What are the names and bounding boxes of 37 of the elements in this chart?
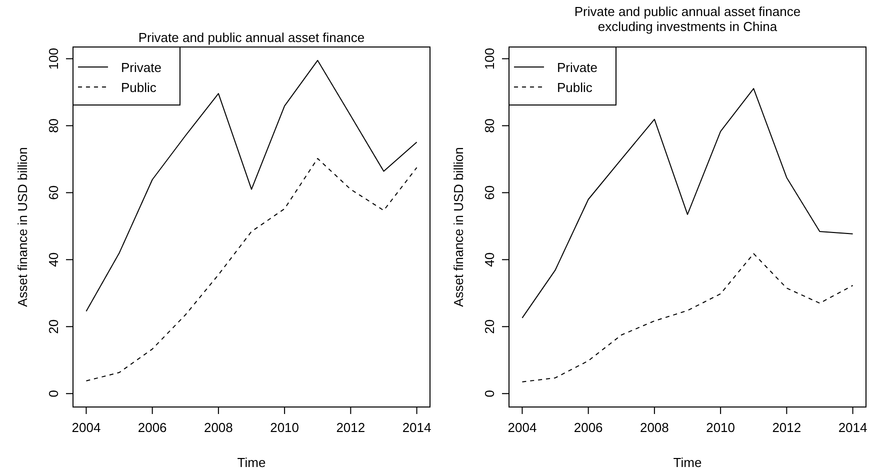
y-axis-title: Asset finance in USD billion	[451, 147, 466, 307]
x-tick-label: 2010	[270, 420, 300, 435]
y-axis-title: Asset finance in USD billion	[15, 147, 30, 307]
y-tick-label: 100	[482, 48, 497, 70]
x-tick-label: 2010	[706, 420, 736, 435]
y-tick-label: 80	[482, 118, 497, 133]
x-axis-title: Time	[237, 455, 266, 470]
y-tick-label: 20	[482, 319, 497, 334]
line-series	[86, 158, 418, 382]
y-tick-label: 100	[46, 48, 61, 70]
x-tick-label: 2008	[204, 420, 233, 435]
x-tick-label: 2012	[336, 420, 366, 435]
legend-label: Public	[557, 80, 593, 95]
y-tick-label: 60	[46, 185, 61, 200]
x-tick-label: 2004	[508, 420, 537, 435]
x-axis-title: Time	[673, 455, 702, 470]
legend-label: Public	[121, 80, 157, 95]
y-tick-label: 40	[46, 252, 61, 267]
y-tick-label: 0	[46, 390, 61, 398]
legend-label: Private	[121, 60, 162, 75]
chart-title: Private and public annual asset finance	[138, 30, 365, 45]
x-tick-label: 2012	[772, 420, 802, 435]
line-series	[522, 253, 854, 382]
x-tick-label: 2014	[402, 420, 432, 435]
x-tick-label: 2006	[138, 420, 167, 435]
x-tick-label: 2006	[574, 420, 603, 435]
chart-title: Private and public annual asset finance excluding investments in China	[574, 4, 801, 34]
y-tick-label: 60	[482, 185, 497, 200]
x-tick-label: 2008	[640, 420, 669, 435]
y-tick-label: 20	[46, 319, 61, 334]
x-tick-label: 2014	[838, 420, 868, 435]
y-tick-label: 80	[46, 118, 61, 133]
y-tick-label: 40	[482, 252, 497, 267]
line-series	[86, 60, 418, 312]
x-tick-label: 2004	[72, 420, 101, 435]
y-tick-label: 0	[482, 390, 497, 398]
legend-label: Private	[557, 60, 598, 75]
